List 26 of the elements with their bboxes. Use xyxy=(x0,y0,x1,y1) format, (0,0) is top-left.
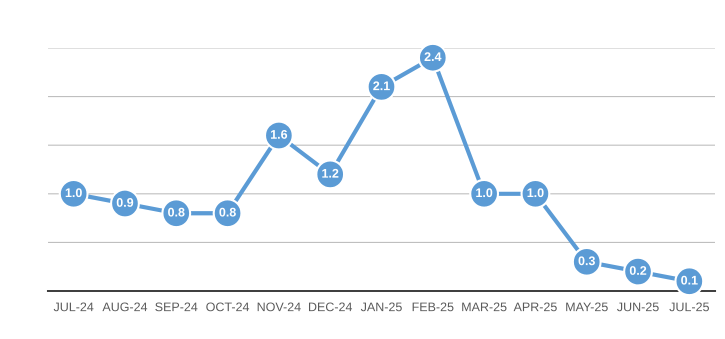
x-tick-label: AUG-24 xyxy=(102,302,148,312)
x-tick-label: APR-25 xyxy=(514,302,557,312)
x-tick-label: JAN-25 xyxy=(360,302,402,312)
data-label: 2.1 xyxy=(373,81,390,90)
x-tick-label: OCT-24 xyxy=(206,302,250,312)
x-tick-label: JUL-25 xyxy=(669,302,709,312)
data-label: 0.2 xyxy=(630,266,646,275)
data-label: 0.8 xyxy=(219,208,236,217)
x-tick-label: MAR-25 xyxy=(462,302,507,312)
x-tick-label: FEB-25 xyxy=(412,302,454,312)
x-tick-label: MAY-25 xyxy=(566,302,608,312)
data-label: 1.2 xyxy=(322,168,338,178)
data-label: 1.6 xyxy=(270,130,288,139)
data-label: 1.0 xyxy=(66,188,82,198)
x-tick-label: JUL-24 xyxy=(54,302,94,312)
data-label: 1.0 xyxy=(476,188,492,198)
x-tick-label: DEC-24 xyxy=(308,302,352,312)
x-tick-label: SEP-24 xyxy=(155,302,198,312)
x-tick-label: JUN-25 xyxy=(617,302,659,312)
data-label: 0.3 xyxy=(578,256,595,266)
data-label: 1.0 xyxy=(528,188,544,198)
x-tick-label: NOV-24 xyxy=(258,302,301,312)
data-label: 0.1 xyxy=(681,276,698,285)
data-label: 0.9 xyxy=(116,198,134,207)
data-label: 0.8 xyxy=(168,208,185,217)
data-label: 2.4 xyxy=(424,52,442,61)
